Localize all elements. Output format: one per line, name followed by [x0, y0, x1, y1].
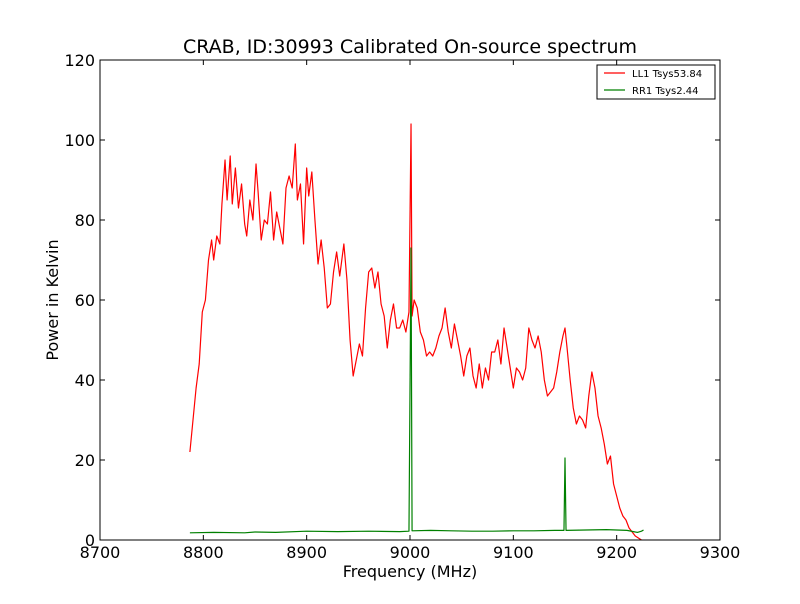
- series-line-rr1: [189, 247, 644, 534]
- x-tick-label: 8900: [286, 543, 327, 562]
- y-tick-label: 60: [75, 291, 95, 310]
- x-tick-label: 9100: [493, 543, 534, 562]
- x-tick-label: 9000: [390, 543, 431, 562]
- y-tick-label: 40: [75, 371, 95, 390]
- y-tick-label: 0: [85, 531, 95, 550]
- x-tick-label: 9300: [700, 543, 741, 562]
- y-tick-label: 120: [64, 51, 95, 70]
- chart-title: CRAB, ID:30993 Calibrated On-source spec…: [183, 36, 637, 58]
- legend-label-rr1: RR1 Tsys2.44: [632, 86, 699, 97]
- ticks-layer: 8700 8800 8900 9000 9100 9200 9300 0 20 40 60 80 100…: [64, 51, 740, 562]
- y-tick-label: 20: [75, 451, 95, 470]
- y-tick-label: 80: [75, 211, 95, 230]
- legend-box: [596, 64, 716, 100]
- y-tick-label: 100: [64, 131, 95, 150]
- y-axis-label: Power in Kelvin: [43, 239, 62, 360]
- x-tick-label: 8700: [80, 543, 121, 562]
- x-tick-label: 8800: [183, 543, 224, 562]
- x-tick-label: 9200: [596, 543, 637, 562]
- legend-label-ll1: LL1 Tsys53.84: [632, 69, 702, 80]
- plot-area: 8700 8800 8900 9000 9100 9200 9300 0 20 40 60 80 100…: [64, 51, 740, 562]
- series-line-ll1: [189, 123, 642, 540]
- legend: LL1 Tsys53.84 RR1 Tsys2.44: [596, 64, 716, 100]
- x-axis-label: Frequency (MHz): [343, 562, 477, 581]
- series-layer: [189, 123, 644, 540]
